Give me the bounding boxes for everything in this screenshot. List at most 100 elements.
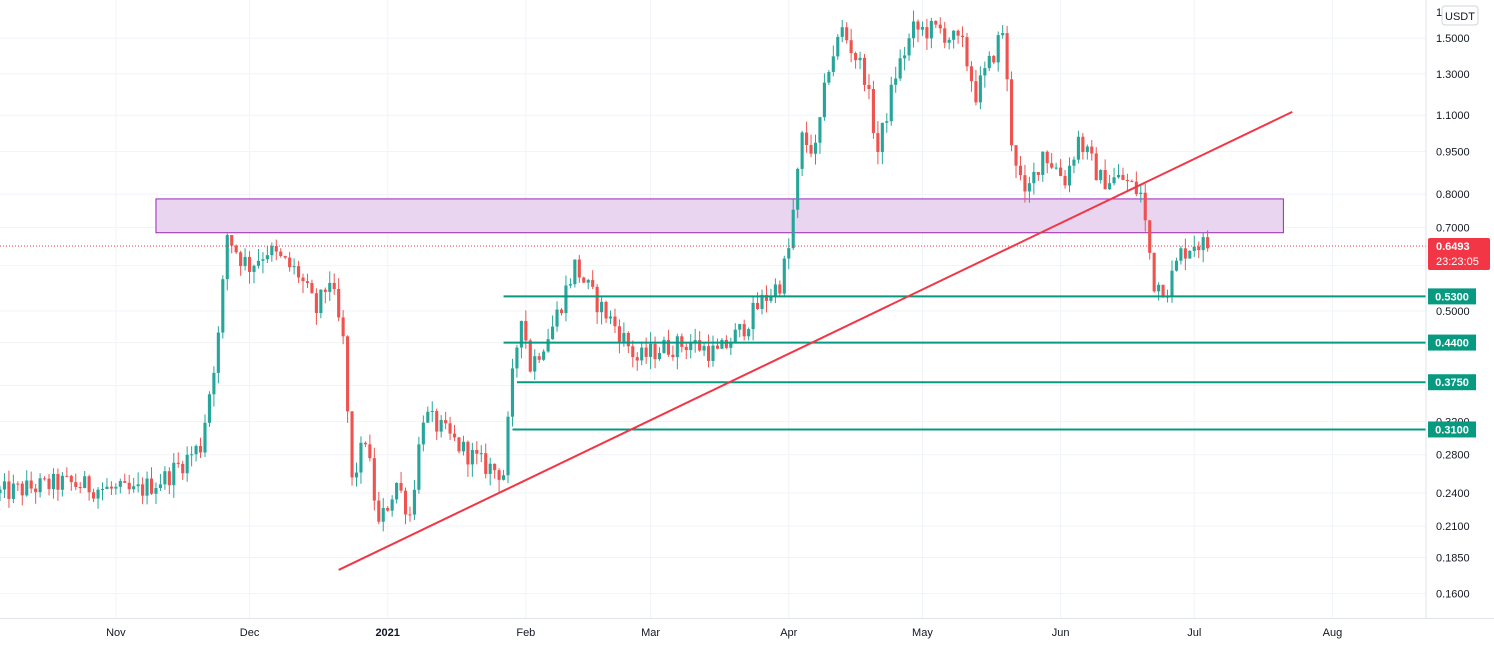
candle-body xyxy=(969,66,974,82)
candle-body xyxy=(1023,175,1027,192)
candle-body xyxy=(439,420,443,432)
candle-body xyxy=(644,347,648,357)
candle-body xyxy=(546,339,550,352)
candle-body xyxy=(818,117,822,143)
candle-body xyxy=(1050,163,1054,168)
support-label-bg xyxy=(1428,334,1476,351)
candle-body xyxy=(929,20,933,39)
candle-body xyxy=(537,356,541,360)
candle-body xyxy=(1192,246,1196,251)
candle-body xyxy=(1059,167,1063,176)
candle-body xyxy=(65,475,69,477)
candle-body xyxy=(274,246,278,252)
candle-body xyxy=(292,266,296,268)
candle-body xyxy=(836,36,840,57)
x-tick-label: Nov xyxy=(106,627,126,639)
candle-body xyxy=(38,478,42,493)
candle-body xyxy=(123,481,127,483)
resistance-zone xyxy=(155,198,1284,234)
candle-body xyxy=(176,462,180,464)
candle-body xyxy=(515,347,519,369)
candle-body xyxy=(194,445,198,455)
candle-body xyxy=(350,411,354,478)
candle-body xyxy=(221,279,225,333)
candle-body xyxy=(141,484,145,496)
candle-body xyxy=(332,282,336,290)
candle-body xyxy=(809,144,813,154)
y-tick-label: 0.8000 xyxy=(1436,189,1470,201)
candle-body xyxy=(983,68,987,76)
support-label: 0.3100 xyxy=(1435,424,1469,436)
candle-body xyxy=(337,289,341,318)
candle-body xyxy=(1018,165,1023,176)
axes xyxy=(0,0,1494,619)
unit-badge[interactable]: USDT xyxy=(1441,5,1479,26)
candle-body xyxy=(497,470,501,480)
candle-body xyxy=(363,442,367,445)
candle-body xyxy=(328,282,332,292)
candle-body xyxy=(216,332,220,373)
candle-body xyxy=(1027,183,1031,192)
candle-body xyxy=(11,483,15,499)
candle-body xyxy=(903,55,907,59)
candle-body xyxy=(528,340,532,372)
candle-body xyxy=(715,345,720,349)
candle-body xyxy=(314,293,318,314)
candle-body xyxy=(1152,252,1156,292)
candle-body xyxy=(706,346,711,361)
candle-body xyxy=(1081,136,1085,153)
candle-body xyxy=(555,309,559,327)
trend-line[interactable] xyxy=(338,110,1293,571)
candle-body xyxy=(876,133,880,153)
candle-body xyxy=(341,317,345,337)
candle-body xyxy=(1188,250,1192,259)
candle-body xyxy=(29,480,33,489)
zone-rect[interactable] xyxy=(155,198,1284,234)
candle-body xyxy=(840,27,844,37)
candle-body xyxy=(1090,146,1094,154)
candle-body xyxy=(457,437,461,452)
support-label: 0.4400 xyxy=(1435,338,1469,350)
candle-body xyxy=(724,339,728,348)
candle-body xyxy=(564,285,568,314)
support-label: 0.5300 xyxy=(1435,291,1469,303)
candle-body xyxy=(805,132,809,145)
candle-body xyxy=(305,281,310,283)
candle-body xyxy=(733,329,737,344)
candle-body xyxy=(167,471,171,486)
candle-body xyxy=(960,35,965,38)
candle-body xyxy=(163,471,167,485)
candle-body xyxy=(568,284,572,286)
candle-body xyxy=(310,282,314,294)
last-price-bg xyxy=(1428,238,1490,271)
candle-body xyxy=(559,309,564,314)
candle-body xyxy=(1103,170,1107,190)
last-price-countdown: 23:23:05 xyxy=(1436,256,1479,268)
x-tick-label: May xyxy=(912,627,933,639)
candle-body xyxy=(239,252,243,267)
candle-body xyxy=(943,28,947,43)
candle-body xyxy=(225,235,229,280)
candle-body xyxy=(359,442,363,473)
candle-body xyxy=(649,343,653,357)
candle-body xyxy=(756,302,760,310)
candle-body xyxy=(782,258,786,294)
candle-body xyxy=(319,289,323,314)
unit-label: USDT xyxy=(1445,11,1475,23)
candle-body xyxy=(911,21,916,39)
candle-body xyxy=(1085,146,1089,153)
candle-body xyxy=(791,209,795,249)
candle-body xyxy=(1001,33,1005,36)
y-tick-label: 0.7000 xyxy=(1436,222,1470,234)
price-labels: 0.5300 0.4400 0.3750 0.3100 0.6493 23:23:05 xyxy=(1428,238,1490,438)
candle-body xyxy=(501,475,506,480)
candle-body xyxy=(145,478,149,496)
candle-body xyxy=(190,454,194,456)
candle-body xyxy=(586,279,590,283)
candle-body xyxy=(435,410,439,432)
candle-body xyxy=(894,78,898,85)
candle-body xyxy=(595,286,599,313)
candle-body xyxy=(74,482,78,487)
candle-body xyxy=(56,473,60,490)
